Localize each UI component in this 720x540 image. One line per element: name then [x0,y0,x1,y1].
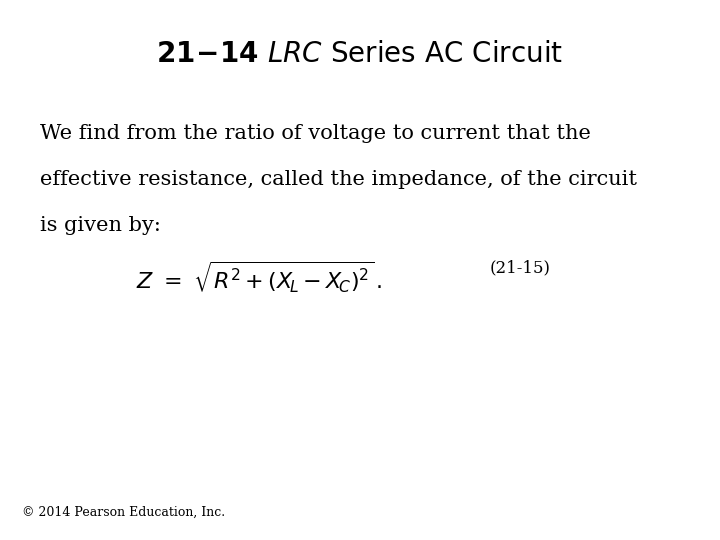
Text: $Z \ =\ \sqrt{R^2 + (X_{\!L} - X_{\!C})^2}\,.$: $Z \ =\ \sqrt{R^2 + (X_{\!L} - X_{\!C})^… [136,259,382,295]
Text: We find from the ratio of voltage to current that the: We find from the ratio of voltage to cur… [40,124,590,143]
Text: (21-15): (21-15) [490,259,551,276]
Text: effective resistance, called the impedance, of the circuit: effective resistance, called the impedan… [40,170,636,189]
Text: $\bf{21\!-\!14}$ $\it{LRC}$ $\rm{Series\ AC\ Circuit}$: $\bf{21\!-\!14}$ $\it{LRC}$ $\rm{Series\… [156,40,564,68]
Text: © 2014 Pearson Education, Inc.: © 2014 Pearson Education, Inc. [22,505,225,518]
Text: is given by:: is given by: [40,216,161,235]
